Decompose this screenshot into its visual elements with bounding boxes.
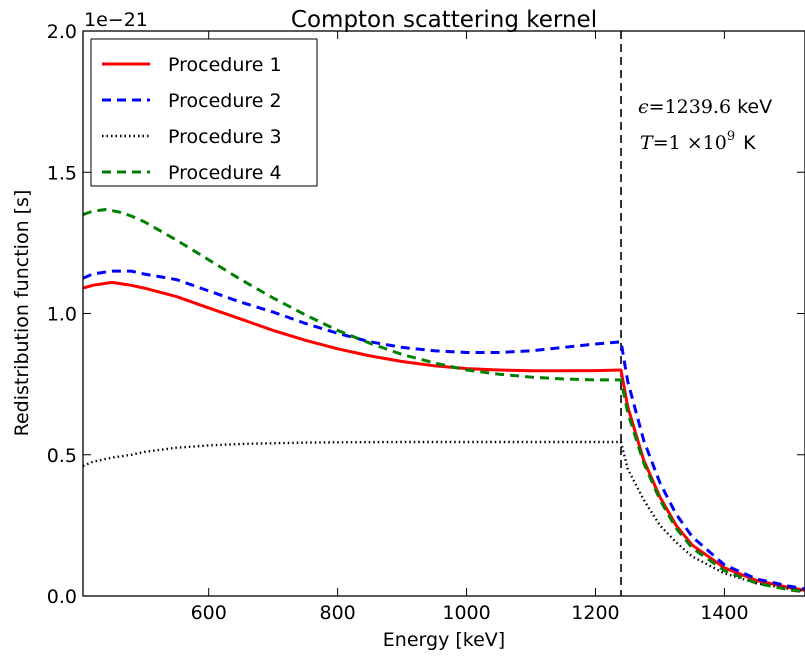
- temperature-unit: K: [743, 132, 756, 154]
- x-tick-label: 1400: [700, 602, 748, 624]
- chart-title: Compton scattering kernel: [291, 7, 597, 33]
- x-tick-label: 600: [191, 602, 227, 624]
- legend-label: Procedure 2: [168, 90, 282, 112]
- y-axis-label: Redistribution function [s]: [11, 190, 33, 437]
- legend-label: Procedure 3: [168, 126, 282, 148]
- x-tick-label: 800: [320, 602, 356, 624]
- series-line-1: [83, 282, 805, 590]
- y-tick-label: 1.0: [47, 304, 77, 326]
- temperature-exponent: 9: [727, 129, 735, 144]
- x-axis-label: Energy [keV]: [383, 629, 505, 651]
- legend-label: Procedure 1: [168, 54, 282, 76]
- epsilon-symbol: ϵ: [638, 96, 649, 118]
- temperature-value: =1 ×10: [653, 132, 727, 154]
- y-tick-label: 0.5: [47, 445, 77, 467]
- series-line-4: [83, 210, 805, 592]
- series-line-2: [83, 271, 805, 589]
- legend-label: Procedure 4: [168, 162, 282, 184]
- annotation-temperature: T=1 ×109 K: [640, 129, 756, 154]
- energy-value: =1239.6: [649, 96, 731, 118]
- x-tick-label: 1200: [571, 602, 619, 624]
- energy-unit: keV: [737, 96, 772, 118]
- legend: Procedure 1 Procedure 2 Procedure 3 Procedu…: [91, 39, 317, 186]
- y-offset-label: 1e−21: [84, 9, 148, 31]
- y-tick-label: 0.0: [47, 586, 77, 608]
- series-line-3: [83, 442, 805, 591]
- y-tick-label: 2.0: [47, 21, 77, 43]
- annotation-energy: ϵ=1239.6 keV: [638, 96, 772, 118]
- annotation-box: ϵ=1239.6 keV T=1 ×109 K: [638, 96, 772, 154]
- y-tick-label: 1.5: [47, 162, 77, 184]
- x-tick-label: 1000: [442, 602, 490, 624]
